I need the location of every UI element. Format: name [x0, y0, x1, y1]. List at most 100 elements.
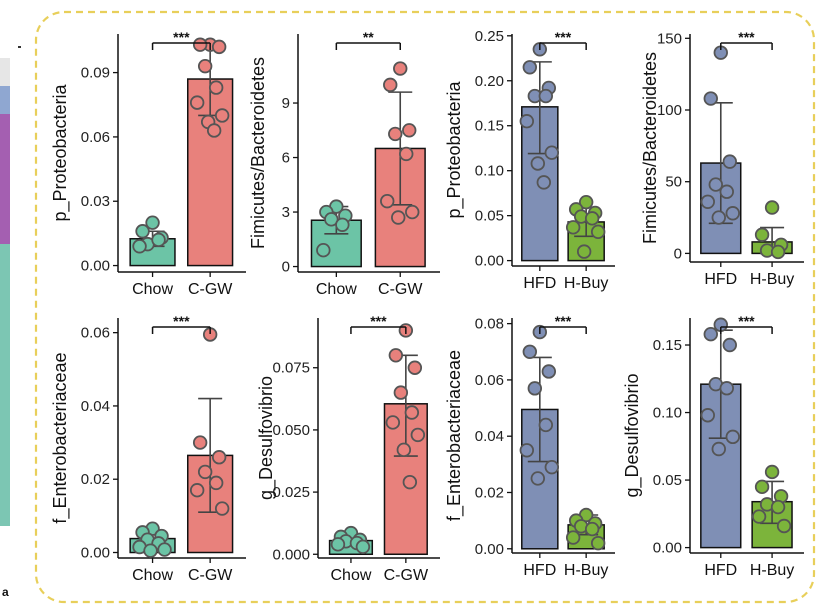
- panel-letter: a: [2, 585, 9, 599]
- data-point: [385, 415, 401, 430]
- data-point: [192, 37, 208, 52]
- y-tick-label: 0.15: [653, 337, 682, 354]
- data-point: [544, 459, 560, 475]
- significance-stars: ***: [738, 313, 755, 329]
- y-axis-title: Fimicutes/Bacteroidetes: [248, 57, 268, 249]
- significance-stars: ***: [555, 313, 572, 329]
- data-point: [211, 39, 227, 55]
- data-point: [410, 427, 426, 443]
- data-point: [407, 360, 423, 375]
- data-point: [211, 450, 227, 465]
- x-category-label: C-GW: [188, 281, 233, 298]
- y-tick-label: 0.25: [475, 28, 504, 45]
- data-point: [700, 408, 715, 423]
- data-point: [544, 145, 560, 160]
- data-point: [751, 509, 767, 524]
- y-axis-title: g_Desulfovibrio: [622, 373, 643, 497]
- data-point: [590, 535, 606, 551]
- data-point: [189, 483, 205, 498]
- chart-panel-5: 0.00 0.02 0.04 0.06 f_Enterobacteriaceae Chow…: [50, 313, 246, 584]
- y-axis-title: g_Desulfovibrio: [256, 376, 277, 500]
- significance-stars: ***: [555, 29, 572, 45]
- data-point: [584, 521, 600, 537]
- significance-stars: ***: [173, 313, 190, 329]
- data-point: [708, 177, 723, 192]
- strip-segment-gray: [0, 58, 10, 86]
- data-point: [536, 175, 552, 190]
- x-category-label: HFD: [523, 275, 556, 292]
- data-point: [402, 474, 418, 490]
- x-category-label: H-Buy: [750, 562, 794, 579]
- data-point: [719, 381, 734, 396]
- y-tick-label: 0.20: [475, 73, 504, 90]
- data-point: [391, 210, 406, 225]
- data-point: [388, 348, 404, 363]
- x-category-label: H-Buy: [564, 562, 608, 579]
- y-tick-label: 0.03: [81, 193, 110, 210]
- strip-tick-mark: [18, 46, 21, 48]
- data-point: [132, 239, 147, 254]
- strip-segment-blue: [0, 86, 10, 114]
- y-tick-label: 0.000: [272, 546, 310, 563]
- data-point: [399, 146, 414, 162]
- data-point: [208, 475, 224, 491]
- y-tick-label: 0.00: [81, 258, 110, 275]
- y-tick-label: 0.04: [81, 398, 110, 415]
- y-tick-label: 0.02: [81, 471, 110, 488]
- chart-panel-3: 0.00 0.05 0.10 0.15 0.20 0.25 p_Proteobacteria…: [444, 28, 615, 292]
- data-point: [541, 364, 557, 379]
- x-category-label: HFD: [523, 562, 556, 579]
- y-tick-label: 0.00: [475, 253, 504, 270]
- chart-panel-8: 0.00 0.05 0.10 0.15 g_Desulfovibrio HFD H-Buy *…: [622, 313, 804, 579]
- y-tick-label: 0.025: [272, 484, 310, 501]
- data-point: [770, 499, 786, 515]
- y-tick-label: 0.10: [653, 405, 682, 422]
- data-point: [722, 337, 737, 353]
- data-point: [189, 95, 205, 110]
- y-tick-label: 0: [674, 245, 682, 262]
- data-point: [538, 88, 554, 104]
- y-tick-label: 3: [282, 204, 290, 221]
- data-point: [522, 344, 538, 359]
- y-tick-label: 0.15: [475, 118, 504, 135]
- x-category-label: Chow: [330, 567, 371, 584]
- y-tick-label: 100: [657, 102, 682, 119]
- x-category-label: C-GW: [188, 567, 233, 584]
- data-point: [405, 204, 420, 220]
- data-point: [157, 542, 172, 557]
- data-point: [703, 91, 718, 106]
- data-point: [770, 244, 786, 260]
- y-tick-label: 6: [282, 150, 290, 167]
- data-point: [388, 126, 403, 142]
- data-point: [380, 193, 395, 209]
- data-point: [576, 244, 592, 259]
- y-tick-label: 0.075: [272, 360, 310, 377]
- data-point: [754, 227, 770, 242]
- data-point: [527, 381, 543, 396]
- data-point: [393, 61, 408, 76]
- data-point: [700, 194, 715, 209]
- data-point: [214, 108, 230, 123]
- data-point: [214, 501, 230, 516]
- y-tick-label: 0.10: [475, 163, 504, 180]
- panels-group: 0.00 0.03 0.06 0.09 p_Proteobacteria Chow C-GW…: [50, 28, 804, 584]
- y-tick-label: 0.06: [81, 129, 110, 146]
- y-tick-label: 0.05: [653, 472, 682, 489]
- data-point: [584, 211, 600, 226]
- strip-segment-green: [0, 244, 10, 526]
- y-tick-label: 0.06: [475, 372, 504, 389]
- data-point: [522, 60, 538, 75]
- data-point: [151, 232, 166, 248]
- data-point: [316, 242, 331, 258]
- data-point: [725, 429, 740, 445]
- data-point: [711, 210, 726, 225]
- y-axis-title: Fimicutes/Bacteroidetes: [640, 52, 660, 244]
- y-tick-label: 0.05: [475, 208, 504, 225]
- data-point: [145, 215, 160, 230]
- data-point: [206, 123, 222, 138]
- y-axis-title: f_Enterobacteriaceae: [50, 352, 71, 523]
- x-category-label: HFD: [704, 271, 737, 288]
- significance-stars: ***: [370, 313, 387, 329]
